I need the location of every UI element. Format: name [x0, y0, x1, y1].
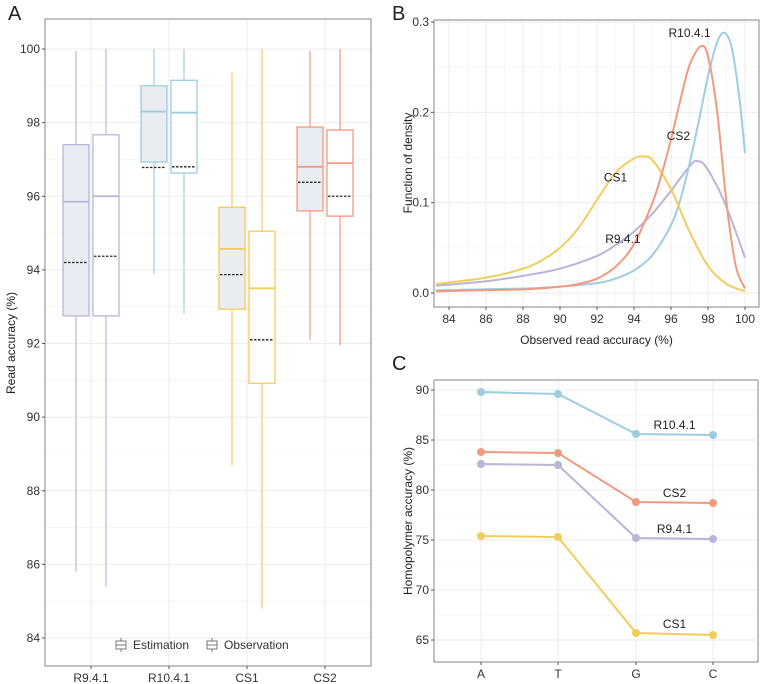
y-tick-label: 100	[20, 42, 40, 56]
y-tick-label: 0.0	[412, 286, 429, 300]
line-cs2	[480, 451, 714, 504]
y-tick-label: 86	[27, 557, 41, 571]
legend-observation-icon	[206, 638, 218, 652]
box-estimation	[140, 85, 168, 163]
x-tick-label: A	[477, 667, 485, 681]
x-tick-label: 100	[735, 312, 755, 326]
y-tick-label: 92	[27, 337, 41, 351]
data-point	[632, 629, 640, 637]
data-point	[554, 461, 562, 469]
x-axis-title: Observed read accuracy (%)	[520, 333, 673, 347]
line-label: CS1	[663, 617, 687, 631]
legend-observation-label: Observation	[224, 638, 289, 652]
panel-b-density: 0.0 0.1 0.2 0.3 84 86 88 90 92 94 96 98 100 Observed …	[401, 15, 760, 347]
curve-label: R10.4.1	[668, 26, 710, 40]
x-tick-label: 94	[627, 312, 641, 326]
x-tick-label: 92	[590, 312, 604, 326]
data-point	[709, 499, 717, 507]
y-tick-label: 70	[416, 583, 430, 597]
plot-frame	[433, 379, 759, 663]
line-r1041	[480, 391, 714, 436]
plot-frame	[44, 18, 372, 667]
box-estimation	[62, 144, 90, 317]
y-tick-label: 80	[416, 483, 430, 497]
x-tick-label: CS2	[313, 671, 337, 684]
x-tick-label: 90	[553, 312, 567, 326]
box-observation	[170, 79, 198, 174]
data-point	[554, 390, 562, 398]
x-tick-label: CS1	[235, 671, 259, 684]
y-tick-label: 90	[27, 410, 41, 424]
x-tick-label: 86	[479, 312, 493, 326]
y-tick-label: 88	[27, 484, 41, 498]
data-point	[632, 498, 640, 506]
curve-label: CS1	[604, 170, 628, 184]
line-label: CS2	[663, 486, 687, 500]
line-r941	[480, 463, 714, 540]
y-axis-title: Function of density	[401, 113, 415, 214]
x-tick-label: C	[709, 667, 718, 681]
panel-label-b: B	[392, 3, 405, 25]
y-tick-label: 0.2	[412, 105, 429, 119]
box-estimation	[296, 126, 324, 212]
y-axis-title: Homopolymer accuracy (%)	[401, 447, 415, 595]
data-point	[709, 631, 717, 639]
y-tick-label: 0.1	[412, 196, 429, 210]
y-tick-label: 98	[27, 116, 41, 130]
panel-label-a: A	[8, 3, 22, 25]
line-label: R10.4.1	[653, 418, 695, 432]
data-point	[709, 431, 717, 439]
x-tick-label: 84	[442, 312, 456, 326]
data-point	[477, 460, 485, 468]
box-estimation	[218, 206, 246, 310]
data-point	[477, 532, 485, 540]
data-point	[632, 534, 640, 542]
data-point	[709, 535, 717, 543]
density-curve-cs2	[436, 44, 746, 293]
x-tick-label: T	[554, 667, 562, 681]
panel-a-boxplot: 84 86 88 90 92 94 96 98 100 R9.4.1 R10.4.1 CS1 CS2 Re…	[4, 18, 372, 684]
density-curve-cs1	[435, 155, 746, 293]
panel-label-c: C	[392, 353, 406, 375]
legend-estimation-icon	[115, 638, 127, 652]
data-point	[554, 449, 562, 457]
y-tick-label: 0.3	[412, 15, 429, 29]
curve-label: R9.4.1	[605, 232, 641, 246]
x-tick-label: 98	[701, 312, 715, 326]
y-axis-title: Read accuracy (%)	[4, 292, 18, 394]
y-tick-label: 75	[416, 533, 430, 547]
x-tick-label: G	[631, 667, 640, 681]
data-point	[477, 448, 485, 456]
legend-estimation-label: Estimation	[133, 638, 189, 652]
x-tick-label: 96	[664, 312, 678, 326]
data-point	[554, 533, 562, 541]
y-tick-label: 94	[27, 263, 41, 277]
box-observation	[92, 134, 120, 317]
panel-c-homopolymer: R10.4.1 CS2 R9.4.1 CS1 65 70 75 80 85 90 A T G C Homop…	[401, 379, 759, 681]
x-tick-label: R9.4.1	[73, 671, 109, 684]
y-tick-label: 84	[27, 631, 41, 645]
y-tick-label: 96	[27, 189, 41, 203]
y-tick-label: 65	[416, 633, 430, 647]
x-tick-label: R10.4.1	[148, 671, 190, 684]
density-curve-r1041	[436, 31, 746, 292]
curve-label: CS2	[667, 129, 691, 143]
x-tick-label: 88	[516, 312, 530, 326]
data-point	[632, 430, 640, 438]
box-observation	[248, 230, 276, 384]
data-point	[477, 388, 485, 396]
line-label: R9.4.1	[657, 522, 693, 536]
y-tick-label: 90	[416, 383, 430, 397]
box-observation	[326, 129, 354, 217]
density-curve-r941	[435, 159, 746, 287]
y-tick-label: 85	[416, 433, 430, 447]
line-cs1	[480, 535, 714, 636]
